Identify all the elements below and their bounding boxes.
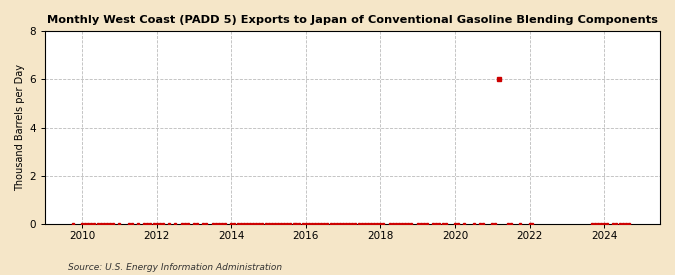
Title: Monthly West Coast (PADD 5) Exports to Japan of Conventional Gasoline Blending C: Monthly West Coast (PADD 5) Exports to J… — [47, 15, 658, 25]
Text: Source: U.S. Energy Information Administration: Source: U.S. Energy Information Administ… — [68, 263, 281, 272]
Y-axis label: Thousand Barrels per Day: Thousand Barrels per Day — [15, 64, 25, 191]
